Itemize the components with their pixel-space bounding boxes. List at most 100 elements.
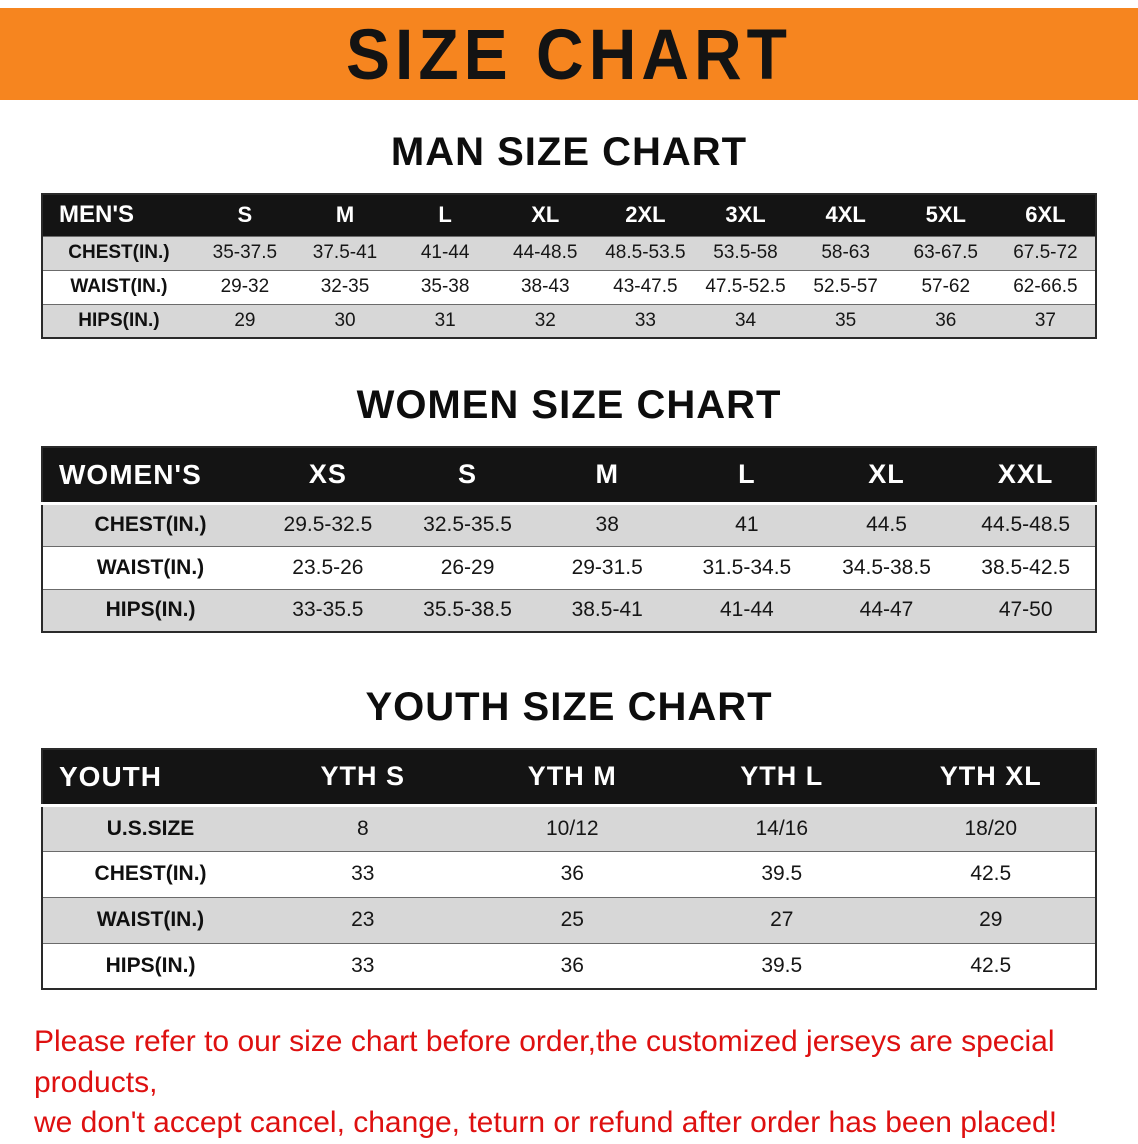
measurement-value: 42.5 xyxy=(970,862,1012,885)
men-section-heading: MAN SIZE CHART xyxy=(390,130,748,174)
measurement-value: 53.5-58 xyxy=(713,242,778,263)
measurement-value: 52.5-57 xyxy=(813,276,878,297)
size-chart-title: SIZE CHART xyxy=(346,14,792,94)
size-column-header: 4XL xyxy=(795,194,896,236)
measurement-value: 34.5-38.5 xyxy=(842,555,931,579)
measurement-value: 48.5-53.5 xyxy=(605,242,686,263)
size-column-header: XXL xyxy=(956,447,1096,505)
measurement-value: 41-44 xyxy=(720,598,774,622)
table-group-label: MEN'S xyxy=(42,194,195,236)
size-chart-banner: SIZE CHART xyxy=(0,8,1138,100)
measurement-value: 38.5-42.5 xyxy=(981,555,1071,579)
measurement-value: 29.5-32.5 xyxy=(283,513,373,536)
measurement-value: 14/16 xyxy=(755,816,809,840)
measurement-value: 8 xyxy=(356,816,369,840)
measurement-value: 25 xyxy=(560,908,584,931)
measurement-value: 43-47.5 xyxy=(613,276,678,297)
measurement-value: 36 xyxy=(935,309,957,331)
measurement-row: CHEST(IN.) 29.5-32.5 32.5-35.5 38 41 44.5 44.5… xyxy=(42,503,1096,546)
size-column-header: 3XL xyxy=(695,194,796,236)
measurement-row: WAIST(IN.) 23 25 27 29 xyxy=(42,897,1096,943)
measurement-value: 62-66.5 xyxy=(1013,276,1078,297)
measurement-value: 29-32 xyxy=(220,276,270,297)
measurement-value: 58-63 xyxy=(821,242,870,263)
measurement-row: HIPS(IN.) 33 36 39.5 42.5 xyxy=(42,943,1096,989)
measurement-label: HIPS(IN.) xyxy=(105,953,196,977)
measurement-value: 41 xyxy=(735,513,759,536)
size-column-header: XS xyxy=(258,447,398,505)
table-header-row: YOUTH YTH S YTH M YTH L YTH XL xyxy=(42,749,1096,807)
table-header-row: WOMEN'S XS S M L XL XXL xyxy=(42,447,1096,505)
measurement-row: CHEST(IN.) 35-37.5 37.5-41 41-44 44-48.5 48.5… xyxy=(42,236,1096,270)
measurement-value: 38-43 xyxy=(520,276,570,297)
table-header-row: MEN'S S M L XL 2XL 3XL 4XL 5XL 6XL xyxy=(42,194,1096,236)
measurement-value: 26-29 xyxy=(440,555,495,579)
size-column-header: 2XL xyxy=(595,194,696,236)
disclaimer-line-2: we don't accept cancel, change, teturn o… xyxy=(34,1106,1058,1139)
measurement-label: U.S.SIZE xyxy=(106,816,195,840)
size-column-header: XL xyxy=(495,194,596,236)
measurement-value: 29-31.5 xyxy=(571,555,643,579)
size-column-header: YTH L xyxy=(677,749,887,807)
measurement-label: HIPS(IN.) xyxy=(105,598,196,622)
measurement-row: CHEST(IN.) 33 36 39.5 42.5 xyxy=(42,851,1096,897)
size-column-header: L xyxy=(677,447,817,505)
measurement-label: CHEST(IN.) xyxy=(94,862,207,885)
measurement-label: CHEST(IN.) xyxy=(68,242,170,263)
size-column-header: S xyxy=(194,194,295,236)
measurement-value: 44-48.5 xyxy=(513,242,578,263)
size-column-header: YTH XL xyxy=(886,749,1096,807)
measurement-value: 29 xyxy=(234,309,256,331)
measurement-value: 35-37.5 xyxy=(212,242,278,263)
measurement-value: 39.5 xyxy=(761,953,803,977)
size-column-header: M xyxy=(294,194,396,236)
measurement-row: WAIST(IN.) 23.5-26 26-29 29-31.5 31.5-34.5 34… xyxy=(42,546,1096,589)
measurement-value: 35.5-38.5 xyxy=(423,598,512,622)
measurement-value: 47.5-52.5 xyxy=(705,276,786,297)
measurement-value: 47-50 xyxy=(998,598,1053,622)
measurement-row: HIPS(IN.) 33-35.5 35.5-38.5 38.5-41 41-44 44-… xyxy=(42,589,1096,632)
women-size-table: WOMEN'S XS S M L XL XXL CHEST(IN.) 29.5-32.5 32.5… xyxy=(41,446,1097,633)
measurement-label: CHEST(IN.) xyxy=(94,513,207,536)
measurement-value: 44-47 xyxy=(859,598,914,622)
measurement-value: 31 xyxy=(434,309,456,331)
measurement-value: 38 xyxy=(595,513,619,536)
measurement-value: 27 xyxy=(770,908,794,931)
measurement-value: 30 xyxy=(334,309,356,331)
size-column-header: YTH S xyxy=(258,749,468,807)
measurement-label: WAIST(IN.) xyxy=(70,276,168,297)
measurement-value: 32 xyxy=(534,309,556,331)
size-column-header: S xyxy=(397,447,538,505)
measurement-value: 39.5 xyxy=(761,862,803,885)
measurement-value: 36 xyxy=(560,953,584,977)
measurement-row: HIPS(IN.) 29 30 31 32 33 34 35 36 37 xyxy=(42,304,1096,338)
table-group-label: YOUTH xyxy=(42,749,259,807)
measurement-value: 23.5-26 xyxy=(292,555,364,579)
measurement-value: 33 xyxy=(351,953,375,977)
measurement-value: 63-67.5 xyxy=(913,242,978,263)
measurement-label: WAIST(IN.) xyxy=(96,555,205,579)
youth-section-heading: YOUTH SIZE CHART xyxy=(365,685,773,729)
measurement-value: 33-35.5 xyxy=(292,598,364,622)
measurement-value: 31.5-34.5 xyxy=(702,555,792,579)
disclaimer: Please refer to our size chart before or… xyxy=(34,1022,1108,1144)
measurement-value: 33 xyxy=(634,309,656,331)
measurement-value: 37 xyxy=(1034,309,1056,331)
measurement-value: 34 xyxy=(734,309,757,331)
measurement-label: WAIST(IN.) xyxy=(96,908,205,931)
youth-size-table: YOUTH YTH S YTH M YTH L YTH XL U.S.SIZE 8 10/12… xyxy=(41,748,1097,990)
measurement-value: 10/12 xyxy=(546,816,599,840)
size-column-header: XL xyxy=(816,447,957,505)
measurement-value: 44.5-48.5 xyxy=(981,513,1071,536)
measurement-value: 18/20 xyxy=(964,816,1018,840)
measurement-value: 23 xyxy=(351,908,375,931)
size-column-header: M xyxy=(537,447,678,505)
measurement-row: WAIST(IN.) 29-32 32-35 35-38 38-43 43-47.5 47.… xyxy=(42,270,1096,304)
table-group-label: WOMEN'S xyxy=(42,447,259,505)
measurement-value: 57-62 xyxy=(921,276,971,297)
measurement-value: 33 xyxy=(351,862,375,885)
women-section-heading: WOMEN SIZE CHART xyxy=(356,383,782,427)
measurement-value: 37.5-41 xyxy=(312,242,378,263)
size-column-header: YTH M xyxy=(467,749,678,807)
measurement-value: 67.5-72 xyxy=(1013,242,1078,263)
